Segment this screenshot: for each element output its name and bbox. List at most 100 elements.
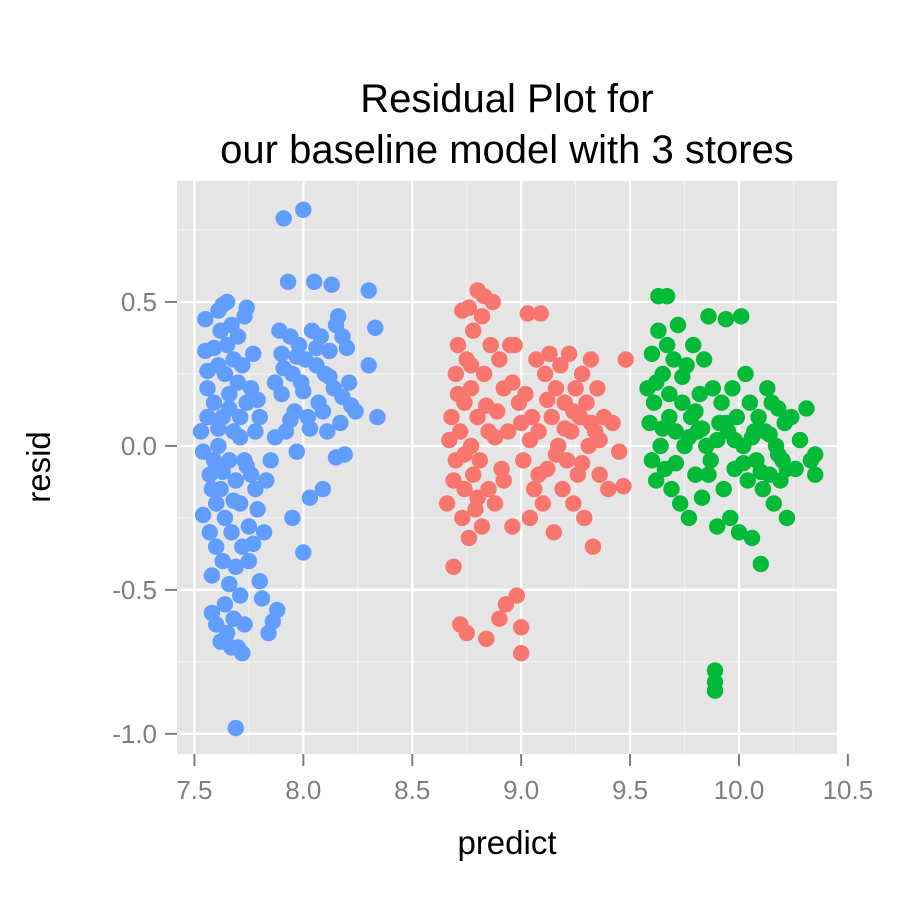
scatter-point xyxy=(685,336,702,354)
scatter-point xyxy=(275,360,292,377)
x-tick-label: 8.5 xyxy=(394,775,430,805)
scatter-point xyxy=(295,201,312,218)
scatter-point xyxy=(255,524,273,541)
scatter-point xyxy=(447,365,464,383)
scatter-point xyxy=(282,411,299,429)
scatter-point xyxy=(652,437,669,455)
scatter-point xyxy=(783,408,800,426)
scatter-point xyxy=(517,385,534,403)
scatter-point xyxy=(752,463,769,480)
scatter-point xyxy=(643,452,661,469)
scatter-point xyxy=(737,365,754,383)
scatter-point xyxy=(251,573,268,590)
scatter-point xyxy=(560,345,578,362)
scatter-point xyxy=(667,423,684,440)
scatter-point xyxy=(218,624,236,642)
scatter-point xyxy=(674,394,691,411)
scatter-point xyxy=(576,509,593,527)
x-tick-label: 9.5 xyxy=(612,775,648,805)
scatter-point xyxy=(645,394,663,411)
scatter-point xyxy=(582,414,600,432)
scatter-point xyxy=(680,429,698,446)
scatter-point xyxy=(739,472,756,489)
scatter-point xyxy=(262,452,279,469)
scatter-point xyxy=(223,524,240,541)
scatter-point xyxy=(295,544,312,561)
scatter-point xyxy=(269,601,286,619)
scatter-point xyxy=(232,429,249,446)
y-axis: -1.0 -0.5 0.0 0.5 xyxy=(112,287,177,749)
scatter-point xyxy=(465,322,482,339)
scatter-point xyxy=(528,351,545,368)
scatter-point xyxy=(521,431,539,449)
scatter-point xyxy=(717,414,735,432)
scatter-point xyxy=(323,276,340,293)
scatter-point xyxy=(506,336,523,354)
scatter-point xyxy=(247,423,264,440)
scatter-point xyxy=(530,466,547,483)
scatter-point xyxy=(617,351,634,368)
scatter-point xyxy=(687,403,704,420)
scatter-point xyxy=(330,308,347,325)
scatter-point xyxy=(216,596,234,613)
scatter-point xyxy=(327,449,345,466)
scatter-point xyxy=(724,380,741,397)
x-axis: 7.5 8.0 8.5 9.0 9.5 10.0 10.5 xyxy=(176,754,873,805)
scatter-point xyxy=(567,380,584,397)
scatter-point xyxy=(715,480,732,498)
scatter-point xyxy=(643,345,661,362)
scatter-point xyxy=(441,431,458,449)
scatter-point xyxy=(556,420,573,437)
scatter-point xyxy=(249,501,266,518)
scatter-point xyxy=(240,552,258,570)
scatter-point xyxy=(229,328,247,345)
scatter-point xyxy=(750,408,767,426)
scatter-point xyxy=(778,460,796,478)
scatter-point xyxy=(203,480,221,498)
scatter-point xyxy=(807,466,824,483)
scatter-point xyxy=(199,408,216,426)
scatter-point xyxy=(667,455,684,472)
scatter-point xyxy=(338,339,356,357)
scatter-point xyxy=(214,552,231,570)
scatter-point xyxy=(565,495,582,512)
scatter-point xyxy=(469,408,486,426)
scatter-point xyxy=(545,524,562,541)
x-tick-label: 10.0 xyxy=(714,775,765,805)
scatter-point xyxy=(205,394,223,411)
scatter-point xyxy=(691,385,708,403)
scatter-point xyxy=(214,463,231,480)
scatter-point xyxy=(807,446,824,463)
scatter-point xyxy=(245,535,262,552)
scatter-point xyxy=(521,509,539,527)
scatter-point xyxy=(709,518,726,535)
x-tick-label: 7.5 xyxy=(176,775,212,805)
scatter-point xyxy=(238,299,255,316)
scatter-point xyxy=(229,374,247,391)
scatter-point xyxy=(504,374,521,391)
scatter-point xyxy=(735,455,752,472)
scatter-point xyxy=(208,495,225,512)
scatter-point xyxy=(589,380,606,397)
scatter-point xyxy=(741,394,759,411)
scatter-point xyxy=(194,443,212,460)
scatter-point xyxy=(565,403,582,420)
scatter-point xyxy=(730,524,748,541)
scatter-point xyxy=(334,388,351,406)
x-tick-label: 8.0 xyxy=(285,775,321,805)
scatter-point xyxy=(513,645,530,662)
scatter-point xyxy=(460,299,478,316)
scatter-point xyxy=(693,489,711,506)
scatter-point xyxy=(251,408,268,426)
scatter-point xyxy=(210,420,227,437)
scatter-point xyxy=(491,351,508,368)
scatter-point xyxy=(240,518,258,535)
scatter-point xyxy=(722,509,739,527)
scatter-point xyxy=(536,365,554,383)
scatter-point xyxy=(541,345,558,362)
scatter-point xyxy=(473,518,491,535)
scatter-point xyxy=(225,492,242,509)
scatter-point xyxy=(648,374,665,391)
scatter-point xyxy=(199,380,216,397)
x-tick-label: 9.0 xyxy=(503,775,539,805)
